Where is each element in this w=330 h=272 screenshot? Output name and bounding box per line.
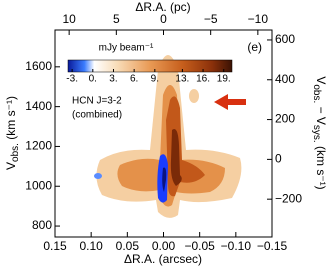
y2-label-part: sys. xyxy=(311,125,322,143)
x-tick-label: −0.15 xyxy=(257,239,288,253)
colorbar-tick-label: 19. xyxy=(217,74,231,85)
y2-label-part: (km s⁻¹) xyxy=(314,143,328,190)
y-axis-label: Vobs. (km s⁻¹) xyxy=(4,96,20,170)
y-tick-label: 1200 xyxy=(25,139,52,153)
colorbar-tick-label: 0. xyxy=(89,74,97,85)
x2-tick-label: 5 xyxy=(113,12,120,26)
colorbar-tick-label: 9. xyxy=(151,74,159,85)
x2-tick-label: 0 xyxy=(160,12,167,26)
colorbar-tick-label: -3. xyxy=(66,74,78,85)
x2-tick-label: −10 xyxy=(248,12,269,26)
y2-label-part: obs. xyxy=(311,84,322,103)
y-label-part: (km s⁻¹) xyxy=(4,96,18,143)
x-tick-label: −0.05 xyxy=(184,239,215,253)
y-tick-label: 800 xyxy=(32,218,52,232)
x-tick-label: 0.15 xyxy=(43,239,67,253)
y2-tick-label: 600 xyxy=(275,32,295,46)
y-label-part: V xyxy=(4,162,18,170)
y-tick-label: 1400 xyxy=(25,99,52,113)
colorbar-tick-label: 6. xyxy=(130,74,138,85)
x-tick-label: 0.05 xyxy=(116,239,140,253)
annotation: (combined) xyxy=(72,110,122,121)
colorbar-label: mJy beam⁻¹ xyxy=(99,43,154,54)
y-label-part: obs. xyxy=(10,143,21,162)
colorbar-tick-label: 13. xyxy=(175,74,189,85)
y2-label-part: − V xyxy=(314,103,328,125)
annotation: HCN J=3-2 xyxy=(72,96,122,107)
y2-tick-label: 0 xyxy=(275,152,282,166)
emission-map xyxy=(94,55,242,218)
y2-label-part: V xyxy=(314,76,328,84)
y-tick-label: 1000 xyxy=(25,178,52,192)
colorbar-tick-label: 3. xyxy=(109,74,117,85)
x2-tick-label: 10 xyxy=(62,12,76,26)
panel-label: (e) xyxy=(247,40,262,54)
x-tick-label: −0.10 xyxy=(221,239,252,253)
x2-tick-label: −5 xyxy=(204,12,218,26)
y2-tick-label: −200 xyxy=(275,191,302,205)
colorbar-tick-label: 16. xyxy=(196,74,210,85)
y2-axis-label: Vobs. − Vsys. (km s⁻¹) xyxy=(311,76,327,189)
y2-tick-label: 400 xyxy=(275,72,295,86)
y2-tick-label: 200 xyxy=(275,112,295,126)
x-axis-label: ΔR.A. (arcsec) xyxy=(124,252,202,266)
x2-axis-label: ΔR.A. (pc) xyxy=(135,0,190,14)
x-tick-label: 0.10 xyxy=(79,239,103,253)
y-tick-label: 1600 xyxy=(25,59,52,73)
colorbar xyxy=(67,59,233,73)
arrow xyxy=(214,94,246,110)
x-tick-label: 0.00 xyxy=(152,239,176,253)
